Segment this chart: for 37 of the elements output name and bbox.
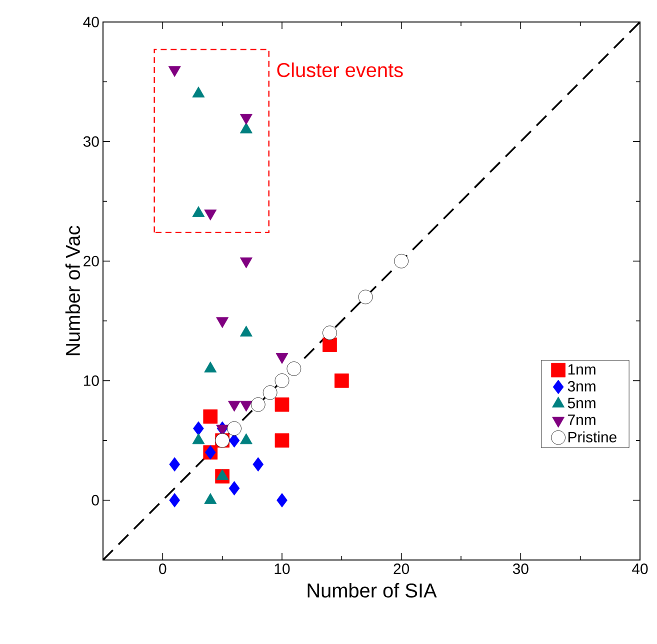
x-tick-label: 20 <box>394 564 410 574</box>
point <box>274 397 290 412</box>
point <box>276 493 288 508</box>
point <box>204 493 217 504</box>
point <box>240 114 252 125</box>
point <box>276 353 288 364</box>
point <box>240 257 252 268</box>
y-tick-label: 30 <box>83 136 99 147</box>
point <box>168 66 181 77</box>
point <box>216 317 229 328</box>
point <box>252 457 264 472</box>
point <box>274 433 290 448</box>
point <box>334 373 349 388</box>
y-tick-label: 0 <box>92 494 99 506</box>
legend-label: 1nm <box>568 364 596 375</box>
x-tick-label: 40 <box>632 564 648 574</box>
x-tick-label: 0 <box>159 564 166 574</box>
annotation: Cluster events <box>277 62 403 78</box>
y-axis-title: Number of Vac <box>65 226 80 356</box>
point <box>169 457 180 472</box>
y-tick-label: 20 <box>84 256 99 266</box>
point <box>204 210 217 220</box>
y-tick-label: 40 <box>83 16 99 28</box>
x-axis-title: Number of SIA <box>308 582 437 598</box>
y-tick-label: 10 <box>84 375 99 386</box>
point <box>193 421 204 436</box>
point <box>203 409 218 424</box>
legend-label: Pristine <box>568 431 616 442</box>
point <box>228 481 240 496</box>
point <box>228 433 240 448</box>
legend-label: 7nm <box>568 414 596 425</box>
point <box>322 338 337 352</box>
point <box>169 493 180 508</box>
legend-label: 5nm <box>568 398 596 408</box>
x-tick-label: 30 <box>512 564 528 574</box>
legend-label: 3nm <box>568 380 596 392</box>
x-tick-label: 10 <box>274 564 290 574</box>
